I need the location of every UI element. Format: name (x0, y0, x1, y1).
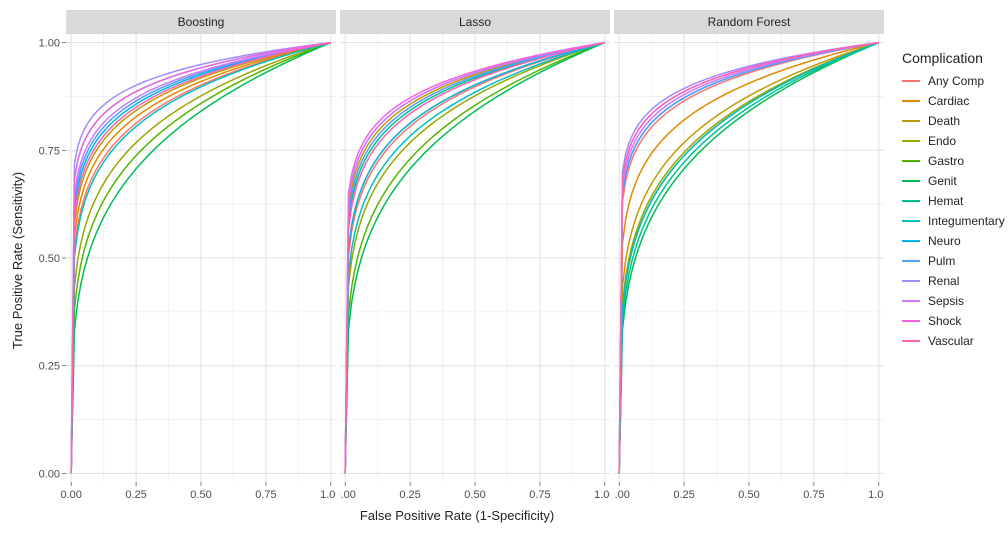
legend-list: Any Comp Cardiac Death Endo Gastro Genit Hemat… (902, 74, 1005, 348)
svg-text:0.75: 0.75 (39, 145, 60, 157)
legend-swatch (902, 200, 920, 202)
svg-text:0.50: 0.50 (190, 489, 211, 501)
svg-text:0.50: 0.50 (464, 489, 485, 501)
panel-plot: 0.00 0.25 0.50 0.75 1.00 (340, 34, 610, 504)
legend-item: Genit (902, 174, 1005, 188)
svg-text:0.00: 0.00 (340, 489, 356, 501)
legend-swatch (902, 140, 920, 142)
legend-swatch (902, 340, 920, 342)
legend-swatch (902, 180, 920, 182)
legend: Complication Any Comp Cardiac Death Endo Gas… (902, 50, 1005, 348)
legend-item: Endo (902, 134, 1005, 148)
legend-swatch (902, 220, 920, 222)
legend-swatch (902, 160, 920, 162)
facet-strip: Random Forest (614, 10, 884, 34)
facet-strip: Lasso (340, 10, 610, 34)
legend-title: Complication (902, 50, 1005, 66)
panel-row: Boosting 0.00 0.25 0.50 0.75 1.00 0.00 0.25 0.50… (30, 10, 884, 504)
svg-text:0.25: 0.25 (125, 489, 146, 501)
legend-swatch (902, 280, 920, 282)
svg-text:0.25: 0.25 (399, 489, 420, 501)
svg-text:0.25: 0.25 (39, 361, 60, 373)
svg-text:0.50: 0.50 (738, 489, 759, 501)
panel-plot: 0.00 0.25 0.50 0.75 1.00 (614, 34, 884, 504)
legend-label: Endo (928, 134, 956, 148)
legend-item: Gastro (902, 154, 1005, 168)
svg-text:0.75: 0.75 (529, 489, 550, 501)
legend-label: Hemat (928, 194, 963, 208)
y-axis-label: True Positive Rate (Sensitivity) (11, 171, 26, 348)
svg-text:1.00: 1.00 (320, 489, 336, 501)
facet-panel: Boosting 0.00 0.25 0.50 0.75 1.00 0.00 0.25 0.50… (30, 10, 336, 504)
legend-item: Shock (902, 314, 1005, 328)
legend-swatch (902, 320, 920, 322)
legend-label: Any Comp (928, 74, 984, 88)
legend-item: Vascular (902, 334, 1005, 348)
legend-item: Any Comp (902, 74, 1005, 88)
legend-item: Cardiac (902, 94, 1005, 108)
svg-text:0.00: 0.00 (39, 468, 60, 480)
svg-text:0.00: 0.00 (614, 489, 630, 501)
legend-label: Death (928, 114, 960, 128)
legend-label: Shock (928, 314, 961, 328)
legend-item: Renal (902, 274, 1005, 288)
legend-label: Sepsis (928, 294, 964, 308)
svg-text:0.25: 0.25 (673, 489, 694, 501)
svg-text:0.00: 0.00 (60, 489, 81, 501)
facet-panel: Random Forest 0.00 0.25 0.50 0.75 1.00 (614, 10, 884, 504)
legend-label: Genit (928, 174, 957, 188)
facet-panel: Lasso 0.00 0.25 0.50 0.75 1.00 (340, 10, 610, 504)
facet-grid: Boosting 0.00 0.25 0.50 0.75 1.00 0.00 0.25 0.50… (30, 10, 884, 523)
legend-swatch (902, 80, 920, 82)
legend-item: Hemat (902, 194, 1005, 208)
legend-item: Neuro (902, 234, 1005, 248)
legend-item: Sepsis (902, 294, 1005, 308)
legend-item: Death (902, 114, 1005, 128)
svg-text:0.50: 0.50 (39, 253, 60, 265)
panel-plot: 0.00 0.25 0.50 0.75 1.00 0.00 0.25 0.50 0.75 1.00 (30, 34, 336, 504)
legend-label: Cardiac (928, 94, 969, 108)
legend-label: Renal (928, 274, 959, 288)
svg-text:1.00: 1.00 (594, 489, 610, 501)
legend-item: Integumentary (902, 214, 1005, 228)
legend-label: Vascular (928, 334, 974, 348)
legend-label: Neuro (928, 234, 961, 248)
legend-swatch (902, 300, 920, 302)
y-axis-label-container: True Positive Rate (Sensitivity) (6, 10, 30, 510)
legend-label: Integumentary (928, 214, 1005, 228)
legend-swatch (902, 260, 920, 262)
legend-label: Gastro (928, 154, 964, 168)
x-axis-label: False Positive Rate (1-Specificity) (30, 508, 884, 523)
legend-label: Pulm (928, 254, 955, 268)
legend-swatch (902, 100, 920, 102)
svg-text:0.75: 0.75 (255, 489, 276, 501)
roc-faceted-figure: True Positive Rate (Sensitivity) Boostin… (0, 0, 1008, 545)
facet-strip: Boosting (66, 10, 336, 34)
svg-text:0.75: 0.75 (803, 489, 824, 501)
legend-item: Pulm (902, 254, 1005, 268)
svg-text:1.00: 1.00 (868, 489, 884, 501)
legend-swatch (902, 120, 920, 122)
svg-text:1.00: 1.00 (39, 38, 60, 50)
legend-swatch (902, 240, 920, 242)
